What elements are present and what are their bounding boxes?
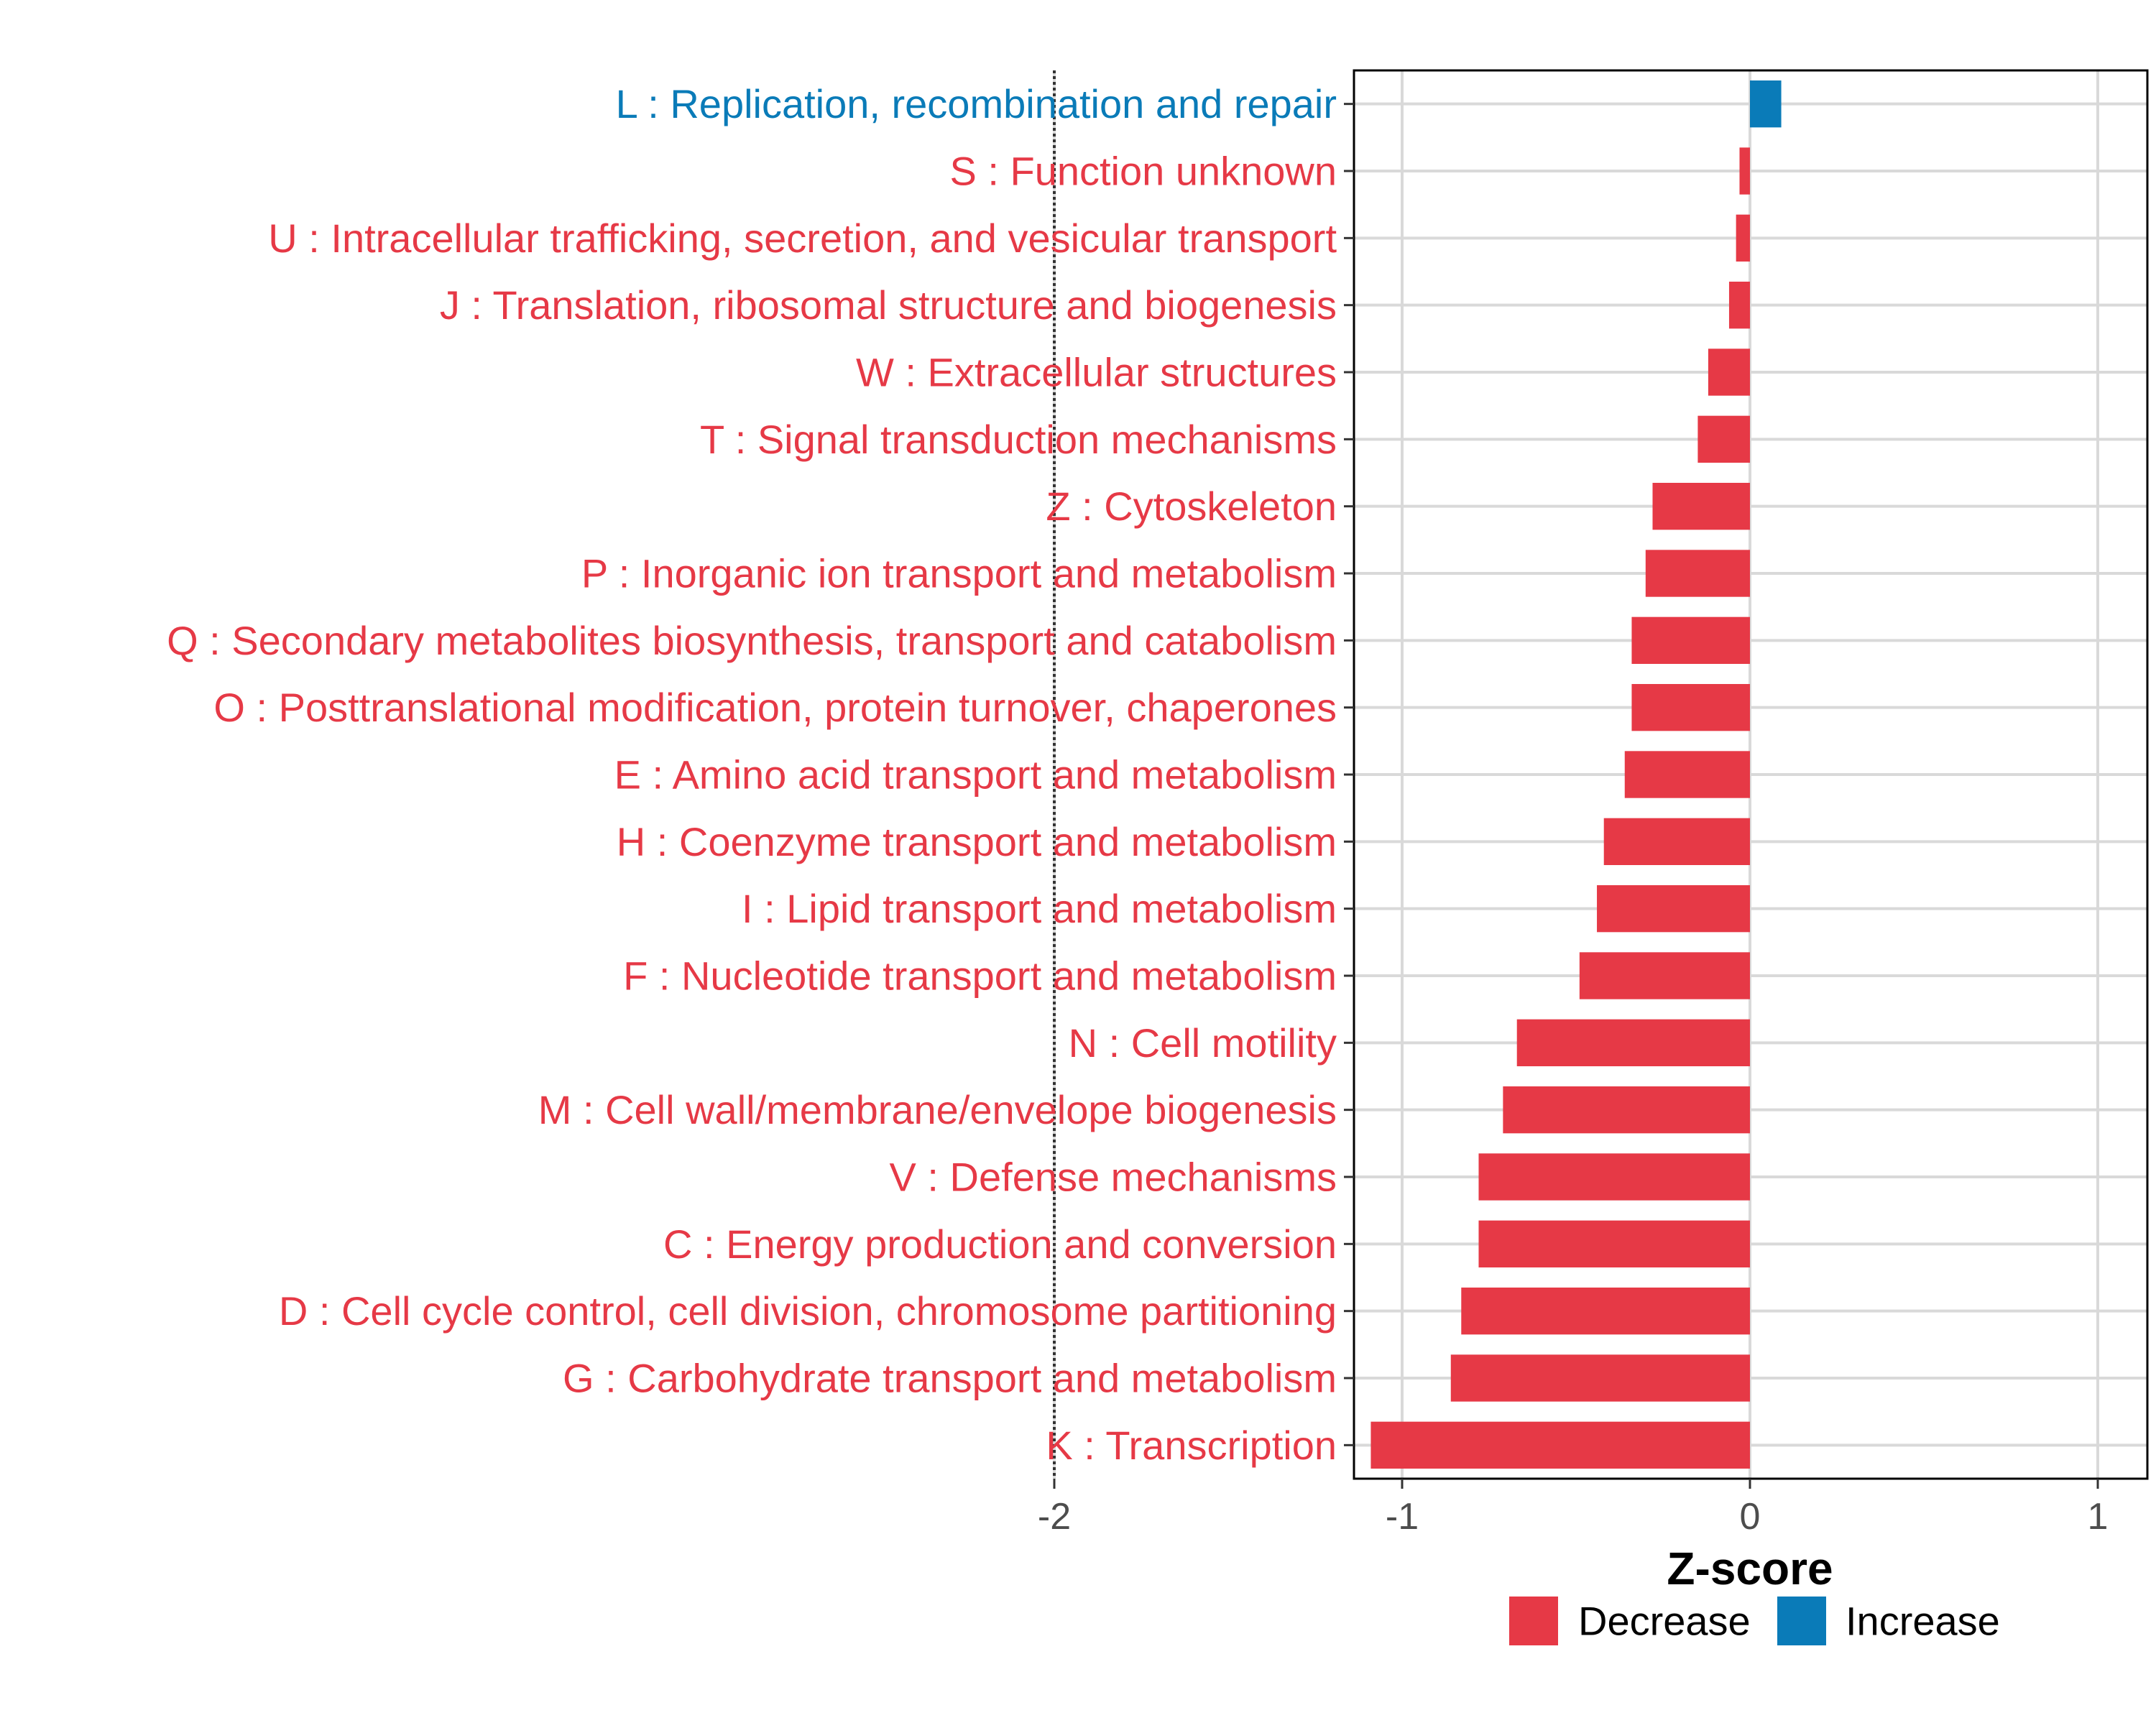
y-tick-label: T : Signal transduction mechanisms — [700, 417, 1337, 462]
bar-s — [1739, 147, 1750, 195]
y-tick-label: P : Inorganic ion transport and metaboli… — [581, 551, 1337, 596]
bar-d — [1461, 1288, 1750, 1335]
bar-h — [1603, 818, 1750, 865]
bar-l — [1750, 80, 1782, 128]
y-tick-label: W : Extracellular structures — [856, 350, 1337, 395]
y-tick-label: G : Carbohydrate transport and metabolis… — [563, 1356, 1337, 1401]
bar-g — [1450, 1354, 1750, 1402]
y-tick-label: D : Cell cycle control, cell division, c… — [279, 1288, 1337, 1334]
y-tick-label: C : Energy production and conversion — [663, 1221, 1337, 1267]
reference-lines — [1053, 70, 1056, 1479]
bar-u — [1736, 214, 1750, 262]
bar-q — [1631, 616, 1750, 664]
bar-i — [1597, 885, 1750, 933]
x-tick-label: 1 — [2088, 1496, 2109, 1538]
y-tick-label: K : Transcription — [1046, 1423, 1337, 1468]
bar-p — [1645, 550, 1750, 597]
y-tick-label: M : Cell wall/membrane/envelope biogenes… — [538, 1087, 1337, 1132]
bar-f — [1579, 952, 1750, 999]
legend-swatch-increase — [1777, 1597, 1826, 1645]
y-tick-label: I : Lipid transport and metabolism — [742, 886, 1337, 931]
bar-c — [1478, 1220, 1750, 1267]
bar-t — [1697, 415, 1750, 463]
bars — [1370, 80, 1782, 1469]
bar-o — [1631, 684, 1750, 731]
y-tick-label: Z : Cytoskeleton — [1046, 484, 1337, 529]
bar-n — [1516, 1019, 1750, 1066]
y-tick-label: E : Amino acid transport and metabolism — [614, 752, 1337, 798]
y-tick-label: V : Defense mechanisms — [890, 1155, 1337, 1200]
bar-j — [1728, 282, 1750, 329]
bar-e — [1624, 751, 1750, 798]
legend-label-decrease: Decrease — [1578, 1599, 1751, 1644]
y-tick-label: J : Translation, ribosomal structure and… — [440, 282, 1337, 328]
x-axis-title: Z-score — [1667, 1543, 1833, 1594]
bar-z — [1652, 483, 1750, 530]
bar-k — [1370, 1421, 1750, 1469]
legend: Decrease Increase — [1509, 1597, 2000, 1645]
legend-swatch-decrease — [1509, 1597, 1558, 1645]
y-axis: L : Replication, recombination and repai… — [167, 81, 1354, 1468]
y-tick-label: H : Coenzyme transport and metabolism — [617, 819, 1337, 864]
x-axis: -2-1012 — [1038, 1479, 2109, 1538]
y-tick-label: O : Posttranslational modification, prot… — [213, 685, 1337, 730]
y-tick-label: F : Nucleotide transport and metabolism — [623, 953, 1337, 999]
y-tick-label: N : Cell motility — [1069, 1020, 1337, 1066]
y-tick-label: Q : Secondary metabolites biosynthesis, … — [167, 618, 1337, 663]
y-tick-label: U : Intracellular trafficking, secretion… — [268, 216, 1337, 261]
bar-w — [1708, 348, 1750, 396]
x-tick-label: -2 — [1038, 1496, 1071, 1538]
legend-label-increase: Increase — [1846, 1599, 2000, 1644]
x-tick-label: 0 — [1740, 1496, 1761, 1538]
y-tick-label: L : Replication, recombination and repai… — [616, 81, 1337, 126]
bar-m — [1503, 1086, 1750, 1134]
x-tick-label: -1 — [1386, 1496, 1419, 1538]
y-tick-label: S : Function unknown — [949, 149, 1337, 194]
bar-v — [1478, 1153, 1750, 1201]
